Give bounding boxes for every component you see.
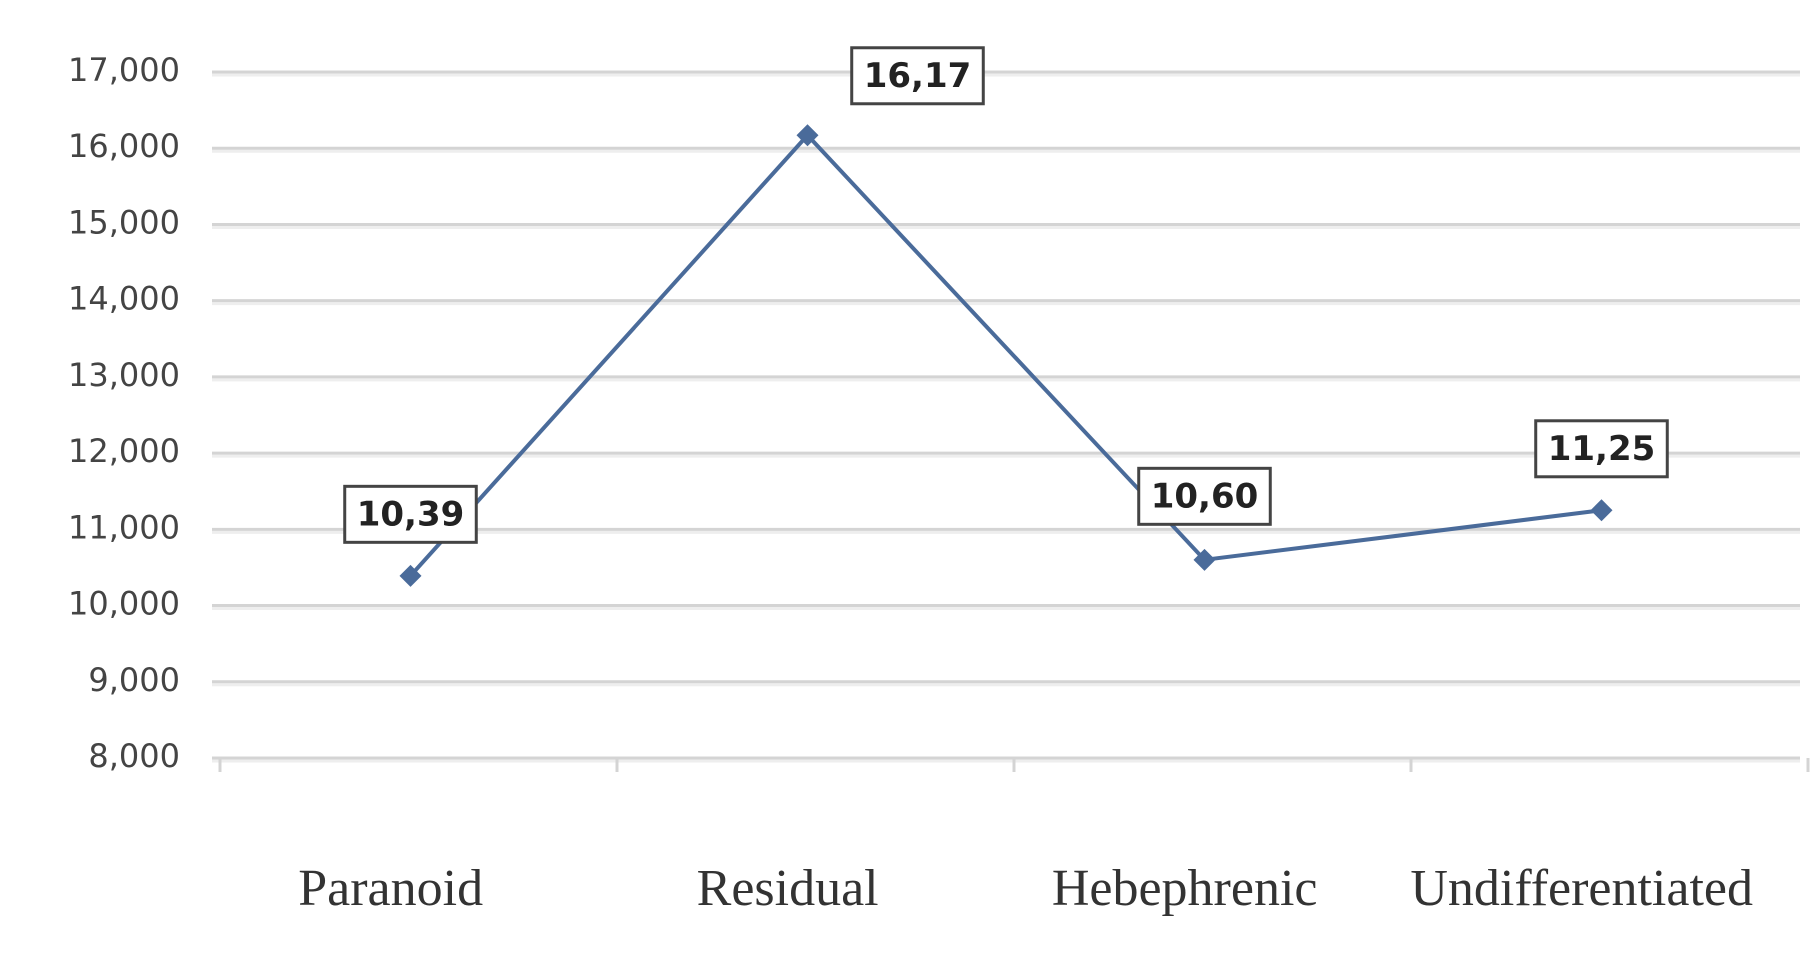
label-box	[850, 46, 985, 106]
y-tick-label: 10,000	[68, 585, 180, 623]
y-tick-label: 13,000	[68, 356, 180, 394]
label-box	[1534, 419, 1669, 479]
data-point	[796, 124, 819, 147]
value-label-box: 10,39	[343, 484, 478, 544]
y-tick-label: 11,000	[68, 508, 180, 546]
data-point	[1193, 548, 1216, 571]
x-tick-label: Undifferentiated	[1410, 860, 1753, 917]
y-tick-label: 14,000	[68, 280, 180, 318]
y-tick-label: 9,000	[88, 661, 180, 699]
value-label: 11,25	[1548, 429, 1656, 469]
value-label: 10,60	[1151, 476, 1259, 516]
value-label-box: 16,17	[850, 46, 985, 106]
y-tick-label: 8,000	[88, 737, 180, 775]
data-point	[1590, 499, 1613, 522]
x-tick-label: Hebephrenic	[1052, 860, 1318, 917]
x-tick-label: Paranoid	[298, 860, 483, 917]
y-tick-label: 17,000	[68, 51, 180, 89]
y-tick-label: 16,000	[68, 127, 180, 165]
data-point	[399, 564, 422, 587]
value-label-box: 11,25	[1534, 419, 1669, 479]
y-tick-label: 12,000	[68, 432, 180, 470]
data-line	[409, 132, 1602, 578]
label-box	[343, 484, 478, 544]
x-tick-label: Residual	[697, 860, 879, 917]
value-label: 16,17	[864, 56, 972, 96]
label-box	[1137, 466, 1272, 526]
value-label: 10,39	[357, 494, 465, 534]
y-tick-label: 15,000	[68, 203, 180, 241]
value-label-box: 10,60	[1137, 466, 1272, 526]
